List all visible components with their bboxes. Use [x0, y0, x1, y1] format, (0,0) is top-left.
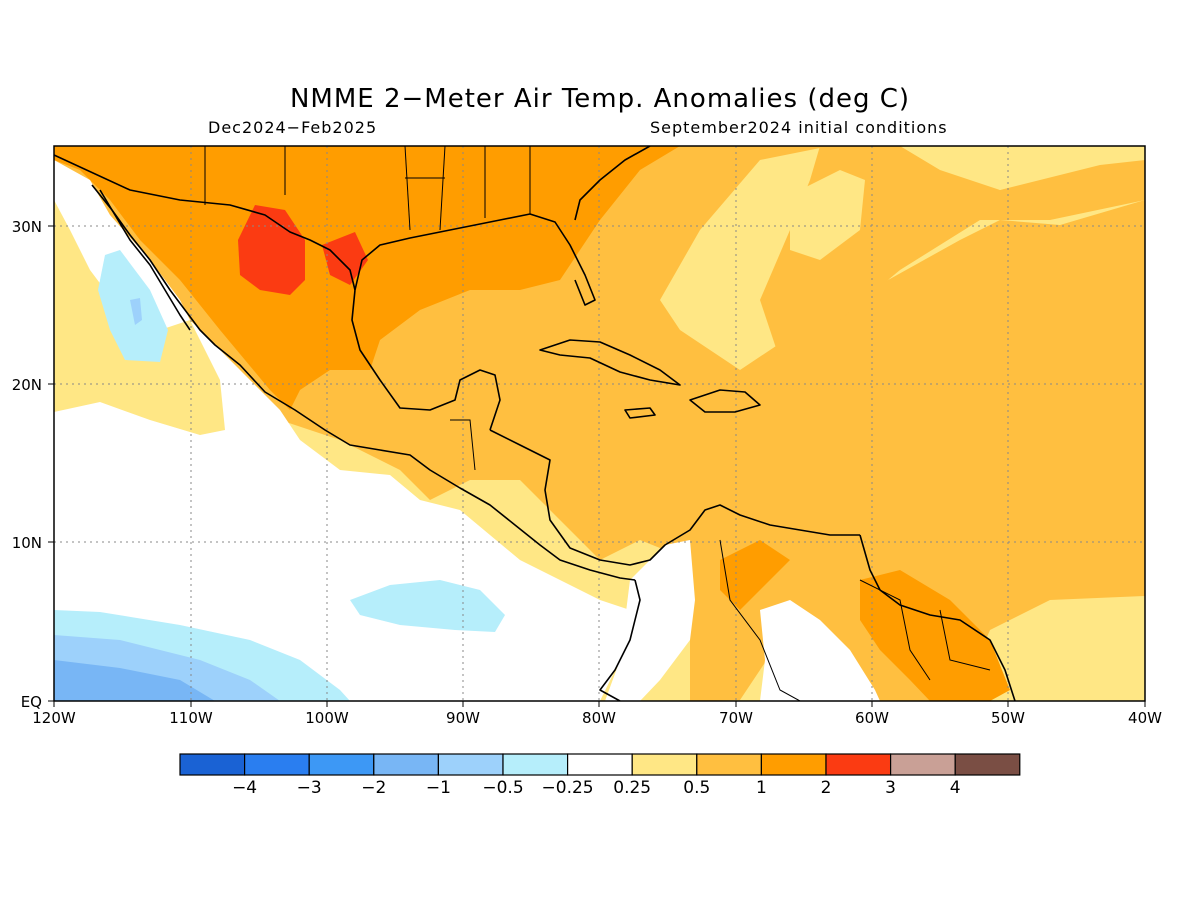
colorbar-swatch	[631, 753, 698, 776]
forecast-period: Dec2024−Feb2025	[208, 118, 378, 137]
colorbar-label: 0.25	[613, 778, 651, 798]
colorbar-swatch	[437, 753, 504, 776]
coastlines	[54, 146, 1016, 701]
shade-lightblue-baja	[130, 298, 142, 325]
colorbar-swatch	[308, 753, 375, 776]
shade-yellow-patch-2	[940, 146, 1145, 190]
lat-labels: EQ 10N 20N 30N	[12, 218, 42, 711]
colorbar: −4 −3 −2 −1 −0.5 −0.25 0.25 0.5 1 2 3 4	[179, 753, 1021, 798]
lon-label: 60W	[855, 709, 889, 727]
colorbar-label: −0.25	[542, 778, 594, 798]
colorbar-swatch	[696, 753, 762, 776]
lat-label: 30N	[12, 218, 42, 236]
colorbar-label: −1	[426, 778, 451, 798]
lon-label: 40W	[1128, 709, 1162, 727]
colorbar-swatch	[179, 753, 246, 776]
shade-yellow-patch-1	[790, 170, 865, 260]
map-title: NMME 2−Meter Air Temp. Anomalies (deg C)	[289, 84, 911, 114]
colorbar-label: 2	[821, 778, 832, 798]
lon-label: 90W	[446, 709, 480, 727]
lat-label: EQ	[21, 693, 42, 711]
shade-blue-south-pacific	[54, 660, 215, 701]
lon-label: 110W	[169, 709, 213, 727]
colorbar-swatch	[566, 753, 633, 776]
colorbar-label: −2	[361, 778, 386, 798]
lat-label: 10N	[12, 534, 42, 552]
shade-red-1	[238, 205, 305, 295]
shade-cyan-east-pacific	[350, 580, 505, 632]
lon-label: 80W	[582, 709, 616, 727]
colorbar-label: 0.5	[683, 778, 710, 798]
lon-label: 70W	[719, 709, 753, 727]
shade-orange-venezuela	[720, 540, 790, 610]
lat-label: 20N	[12, 376, 42, 394]
colorbar-label: −4	[232, 778, 257, 798]
colorbar-swatch	[373, 753, 439, 776]
lon-label: 100W	[305, 709, 349, 727]
shade-white-venezuela	[760, 600, 880, 701]
colorbar-swatch	[244, 753, 310, 776]
colorbar-label: −3	[297, 778, 322, 798]
colorbar-swatch	[502, 753, 569, 776]
colorbar-swatch	[825, 753, 892, 776]
country-borders	[204, 146, 991, 701]
colorbar-swatch	[954, 753, 1021, 776]
shade-white-colombia	[605, 540, 695, 701]
colorbar-swatch	[889, 753, 956, 776]
shade-white-w-mexico	[54, 160, 190, 330]
axis-ticks	[48, 225, 1146, 707]
lon-labels: 120W 110W 100W 90W 80W 70W 60W 50W 40W	[32, 709, 1162, 727]
colorbar-label: −0.5	[482, 778, 523, 798]
lon-label: 120W	[32, 709, 76, 727]
colorbar-label: 1	[756, 778, 767, 798]
colorbar-swatch	[760, 753, 827, 776]
initial-conditions: September2024 initial conditions	[650, 118, 948, 137]
lon-label: 50W	[991, 709, 1025, 727]
shade-orange-mexico-us	[54, 146, 680, 410]
colorbar-label: 4	[950, 778, 961, 798]
shade-red-2	[322, 232, 368, 285]
colorbar-label: 3	[885, 778, 896, 798]
anomaly-field	[54, 146, 1145, 701]
